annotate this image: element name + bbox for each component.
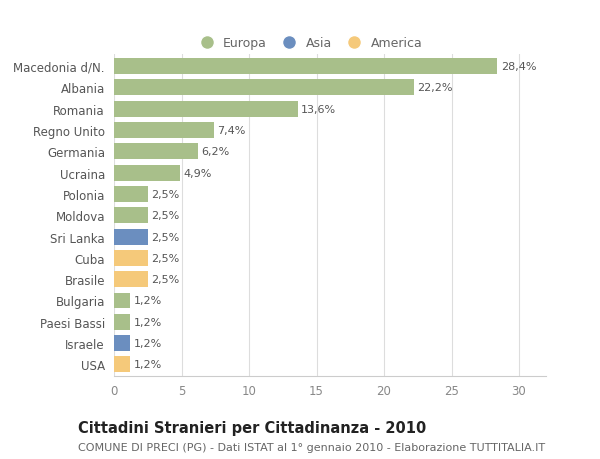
Bar [114,144,198,160]
Bar [114,250,148,266]
Text: 22,2%: 22,2% [417,83,452,93]
Text: 1,2%: 1,2% [134,317,162,327]
Text: 4,9%: 4,9% [184,168,212,178]
Text: 7,4%: 7,4% [217,126,245,135]
Legend: Europa, Asia, America: Europa, Asia, America [190,33,427,56]
Text: 13,6%: 13,6% [301,104,336,114]
Bar [114,229,148,245]
Text: Cittadini Stranieri per Cittadinanza - 2010: Cittadini Stranieri per Cittadinanza - 2… [78,420,426,435]
Text: 1,2%: 1,2% [134,296,162,306]
Text: 2,5%: 2,5% [151,274,179,285]
Text: COMUNE DI PRECI (PG) - Dati ISTAT al 1° gennaio 2010 - Elaborazione TUTTITALIA.I: COMUNE DI PRECI (PG) - Dati ISTAT al 1° … [78,442,545,452]
Text: 2,5%: 2,5% [151,253,179,263]
Bar [114,165,180,181]
Bar [114,208,148,224]
Bar [114,336,130,352]
Bar [114,293,130,309]
Bar [114,123,214,139]
Text: 2,5%: 2,5% [151,211,179,221]
Text: 28,4%: 28,4% [501,62,536,72]
Bar [114,101,298,118]
Bar [114,80,414,96]
Text: 2,5%: 2,5% [151,190,179,200]
Text: 1,2%: 1,2% [134,338,162,348]
Text: 2,5%: 2,5% [151,232,179,242]
Bar [114,59,497,75]
Bar [114,357,130,373]
Text: 6,2%: 6,2% [201,147,229,157]
Bar [114,314,130,330]
Text: 1,2%: 1,2% [134,360,162,369]
Bar [114,186,148,202]
Bar [114,272,148,287]
